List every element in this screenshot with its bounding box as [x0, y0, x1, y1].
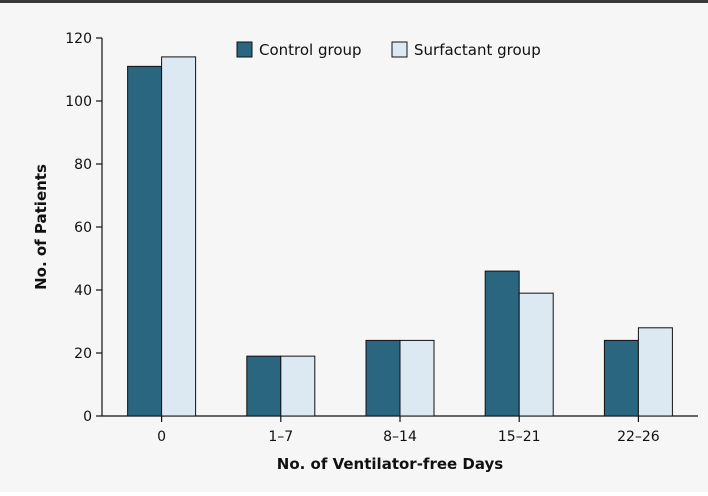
- x-tick-label: 15–21: [498, 429, 541, 445]
- x-tick-label: 8–14: [383, 429, 417, 445]
- chart-panel: 0 1–7 8–14 15–21 22–26 0 20 40 60 80 100 120 No. o…: [4, 12, 704, 492]
- top-rule: [0, 0, 708, 3]
- bars: [127, 56, 673, 417]
- bar-surfactant-1: [161, 56, 197, 417]
- legend-label-control: Control group: [259, 41, 362, 59]
- axes: [96, 37, 698, 422]
- x-tick-label: 1–7: [268, 429, 293, 445]
- bar-control-1: [127, 65, 163, 417]
- bar-surfactant-5: [637, 327, 673, 417]
- legend: Control group Surfactant group: [236, 41, 541, 59]
- bar-chart: 0 1–7 8–14 15–21 22–26 0 20 40 60 80 100 120 No. o…: [32, 31, 698, 473]
- legend-swatch-surfactant: [391, 41, 408, 58]
- bar-control-3: [365, 339, 401, 417]
- bar-surfactant-4: [518, 292, 554, 417]
- y-tick-label: 120: [65, 31, 92, 47]
- y-tick-label: 40: [74, 283, 92, 299]
- y-tick-label: 100: [65, 94, 92, 110]
- x-tick-label: 22–26: [617, 429, 660, 445]
- bar-surfactant-3: [399, 339, 435, 417]
- y-tick-label: 80: [74, 157, 92, 173]
- bar-surfactant-2: [280, 355, 316, 417]
- y-tick-labels: 0 20 40 60 80 100 120: [65, 31, 92, 425]
- y-tick-label: 60: [74, 220, 92, 236]
- legend-swatch-control: [236, 41, 253, 58]
- bar-control-4: [484, 270, 520, 417]
- x-tick-label: 0: [157, 429, 166, 445]
- x-axis-label: No. of Ventilator-free Days: [277, 455, 504, 473]
- bar-control-5: [603, 339, 639, 417]
- bar-control-2: [246, 355, 282, 417]
- legend-label-surfactant: Surfactant group: [414, 41, 541, 59]
- x-tick-labels: 0 1–7 8–14 15–21 22–26: [157, 429, 660, 445]
- y-axis-label: No. of Patients: [32, 164, 50, 290]
- y-tick-label: 20: [74, 346, 92, 362]
- y-tick-label: 0: [83, 409, 92, 425]
